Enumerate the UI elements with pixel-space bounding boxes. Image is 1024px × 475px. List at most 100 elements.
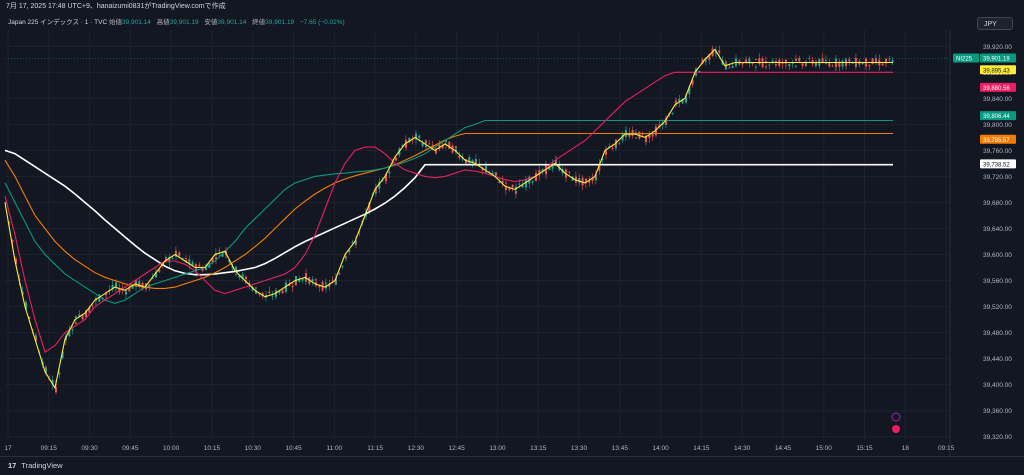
candle-body	[194, 263, 197, 269]
candle-body	[495, 173, 497, 176]
moving-average-line	[4, 132, 893, 289]
x-tick-label: 14:15	[693, 445, 710, 452]
candle-body	[271, 295, 274, 297]
candle-body	[501, 180, 504, 183]
x-tick-label: 14:30	[734, 445, 751, 452]
candle-body	[8, 221, 11, 223]
candle-body	[15, 259, 17, 265]
candle-body	[51, 379, 54, 385]
candle-body	[318, 285, 321, 288]
x-tick-label: 10:15	[204, 445, 221, 452]
candle-body	[201, 267, 204, 271]
price-label-tag	[980, 134, 1016, 144]
candle-body	[331, 279, 334, 281]
x-tick-label: 14:45	[775, 445, 792, 452]
candle-body	[848, 59, 851, 62]
candle-body	[484, 171, 487, 173]
candle-body	[415, 133, 417, 140]
candle-body	[268, 291, 271, 294]
candle-body	[411, 139, 414, 141]
candle-body	[531, 181, 534, 183]
x-tick-label: 15:15	[856, 445, 873, 452]
moving-average-line	[4, 149, 893, 276]
y-tick-label: 39,480.00	[983, 330, 1012, 337]
candle-body	[328, 284, 331, 287]
candle-body	[471, 160, 474, 163]
candle-body	[645, 135, 647, 142]
candle-body	[301, 278, 304, 281]
candle-body	[68, 330, 71, 337]
candle-body	[551, 163, 554, 169]
candle-body	[85, 310, 87, 317]
candle-body	[188, 259, 191, 265]
candle-body	[184, 257, 187, 259]
candle-body	[425, 145, 427, 148]
close-label: 終値	[252, 19, 266, 26]
candle-body	[701, 59, 704, 64]
candle-body	[28, 316, 31, 319]
candle-body	[871, 58, 874, 65]
candle-body	[248, 282, 251, 285]
x-tick-label: 11:15	[367, 445, 383, 452]
candle-body	[625, 131, 627, 133]
candle-body	[151, 277, 154, 279]
x-tick-label: 13:15	[530, 445, 547, 452]
candle-body	[511, 184, 514, 188]
candle-body	[421, 143, 424, 147]
price-chart[interactable]: 39,320.00 39,360.00 39,400.00 39,440.00 39,4…	[0, 0, 1024, 456]
candle-body	[601, 158, 604, 161]
candle-body	[394, 158, 397, 161]
y-tick-label: 39,360.00	[983, 408, 1012, 415]
candle-body	[125, 291, 127, 295]
candle-body	[131, 285, 134, 289]
candle-body	[348, 250, 351, 252]
open-label: 始値	[108, 19, 122, 26]
candle-body	[518, 183, 521, 185]
candle-body	[88, 307, 91, 313]
x-tick-label: 17	[4, 445, 12, 452]
candle-body	[521, 185, 524, 188]
x-tick-label: 18	[902, 445, 910, 452]
x-tick-label: 13:30	[571, 445, 588, 452]
candle-body	[465, 159, 467, 164]
candle-body	[535, 172, 537, 181]
candle-body	[98, 294, 101, 302]
currency-button[interactable]: JPY	[977, 17, 1013, 30]
candle-body	[774, 64, 777, 66]
candle-body	[781, 63, 784, 64]
candle-body	[545, 166, 547, 175]
candle-body	[685, 97, 687, 103]
price-label-tag	[980, 82, 1016, 92]
candle-body	[438, 144, 441, 150]
candle-body	[144, 283, 147, 287]
candle-body	[698, 70, 701, 73]
candle-body	[765, 66, 767, 68]
candle-body	[548, 165, 551, 171]
candle-body	[155, 271, 157, 278]
candle-body	[345, 257, 347, 259]
candle-body	[211, 257, 214, 263]
x-tick-label: 14:00	[652, 445, 669, 452]
snapshot-header: 7月 17, 2025 17:48 UTC+9、hanaizumi0831がTr…	[6, 3, 226, 10]
candle-body	[145, 287, 147, 290]
candle-body	[791, 62, 794, 64]
candle-body	[568, 171, 571, 173]
candle-body	[591, 177, 594, 182]
candle-body	[681, 99, 684, 104]
candle-body	[5, 201, 7, 203]
candle-body	[841, 60, 844, 67]
candle-body	[381, 180, 384, 182]
candle-body	[74, 316, 77, 319]
candle-body	[105, 293, 107, 295]
candle-body	[614, 145, 617, 149]
candle-body	[555, 160, 557, 162]
x-tick-label: 12:30	[408, 445, 425, 452]
x-tick-label: 11:00	[326, 445, 342, 452]
candle-body	[755, 59, 757, 61]
candle-body	[805, 63, 807, 65]
candle-body	[788, 63, 791, 67]
candle-body	[388, 171, 391, 174]
candle-body	[405, 144, 407, 148]
candle-body	[754, 66, 757, 68]
x-tick-label: 15:00	[816, 445, 833, 452]
